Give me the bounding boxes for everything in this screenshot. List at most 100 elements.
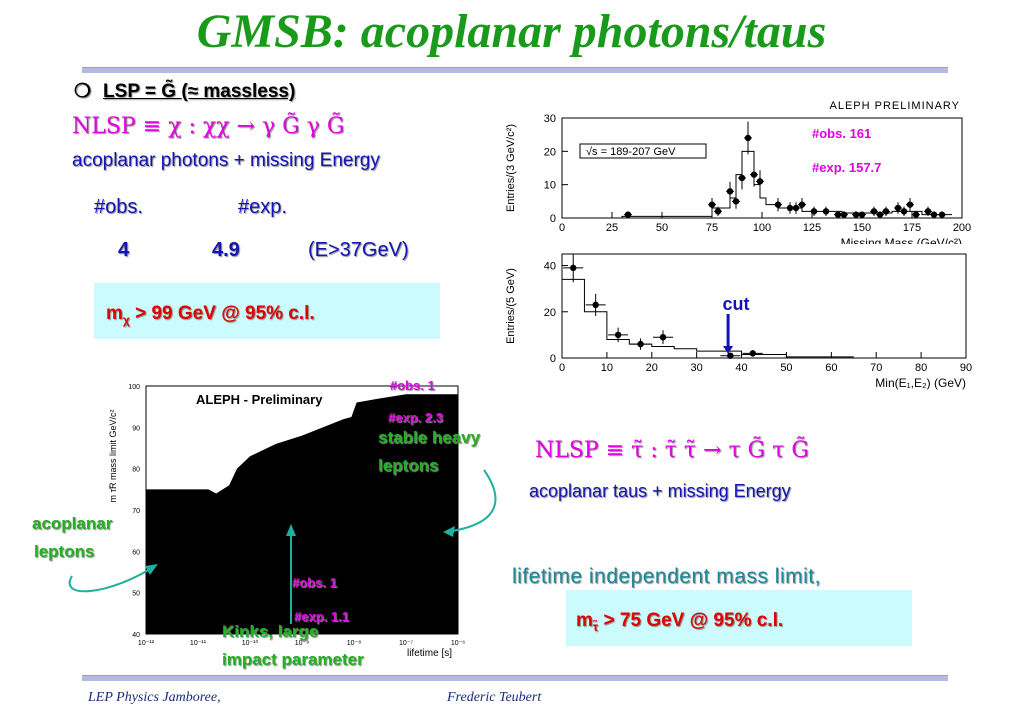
stable-leptons-label: leptons — [378, 456, 439, 475]
x-tick-label: 30 — [691, 362, 703, 374]
data-point — [659, 334, 667, 341]
x-tick-label: 0 — [559, 222, 565, 234]
lsp-text: LSP = G̃ (≈ massless) — [103, 81, 296, 102]
x-tick-label: 10⁻⁹ — [295, 640, 309, 647]
photon-exp-value: 4.9 — [212, 239, 240, 261]
tau-limit-rest: > 75 GeV @ 95% c.l. — [598, 610, 784, 631]
title-divider — [82, 67, 948, 73]
chi-limit-box: mχ > 99 GeV @ 95% c.l. — [94, 283, 440, 339]
data-point — [822, 208, 830, 215]
data-point — [637, 340, 644, 348]
data-point — [749, 350, 756, 357]
data-point — [810, 208, 818, 215]
photon-obs-header: #obs. — [94, 196, 143, 218]
x-tick-label: 0 — [559, 362, 565, 374]
data-point — [570, 264, 577, 272]
plot-title: ALEPH - Preliminary — [196, 392, 323, 407]
x-tick-label: 100 — [753, 222, 771, 234]
data-point — [912, 211, 920, 218]
tau-limit-text: mτ̃ > 75 GeV @ 95% c.l. — [576, 610, 783, 634]
data-point — [930, 211, 938, 218]
lifetime-text: lifetime independent mass limit, — [512, 565, 821, 588]
acoplanar-label: acoplanar — [32, 514, 113, 533]
exp-label: #exp. 157.7 — [812, 160, 881, 175]
chi-limit-text: mχ > 99 GeV @ 95% c.l. — [106, 303, 315, 327]
lsp-bullet: ❍ LSP = G̃ (≈ massless) — [74, 80, 295, 103]
data-point — [852, 211, 860, 218]
x-axis-label: Min(E₁,E₂) (GeV) — [875, 376, 966, 390]
cut-label: cut — [723, 294, 750, 314]
y-axis-label: Entries/(5 GeV) — [505, 268, 517, 344]
x-tick-label: 60 — [825, 362, 837, 374]
footer-right: Frederic Teubert — [447, 690, 542, 705]
y-tick-label: 30 — [544, 113, 556, 125]
x-tick-label: 40 — [735, 362, 747, 374]
x-tick-label: 10⁻¹² — [138, 640, 155, 647]
x-tick-label: 10⁻⁸ — [347, 640, 361, 647]
tau-limit-m: m — [576, 610, 593, 631]
data-point — [750, 171, 758, 178]
x-tick-label: 75 — [706, 222, 718, 234]
y-tick-label: 50 — [132, 591, 140, 598]
data-point — [906, 201, 914, 208]
kinks-label: Kinks, large — [222, 622, 319, 641]
chart-title: ALEPH PRELIMINARY — [829, 100, 960, 112]
y-tick-label: 90 — [132, 425, 140, 432]
data-point — [592, 301, 599, 309]
data-point — [726, 188, 734, 195]
x-tick-label: 70 — [870, 362, 882, 374]
y-tick-label: 100 — [128, 384, 140, 391]
data-point — [614, 331, 622, 339]
y-tick-label: 70 — [132, 508, 140, 515]
x-tick-label: 10 — [601, 362, 613, 374]
x-tick-label: 150 — [853, 222, 871, 234]
missing-mass-chart: 0 25 50 75 100 125 150 175 200 0 10 20 30 Missing Mas… — [505, 100, 971, 244]
x-axis-label: Missing Mass (GeV/c²) — [841, 236, 962, 244]
slide-title: GMSB: acoplanar photons/taus — [196, 5, 827, 58]
x-tick-label: 125 — [803, 222, 821, 234]
photon-obs-value: 4 — [118, 239, 130, 261]
data-point — [792, 204, 800, 212]
data-point — [882, 208, 890, 215]
kink-exp-label: #exp. 1.1 — [294, 609, 349, 624]
data-point — [786, 204, 794, 212]
footer-divider — [82, 675, 948, 681]
data-point — [870, 208, 878, 215]
photon-exp-header: #exp. — [238, 196, 287, 218]
y-tick-label: 20 — [544, 146, 556, 158]
x-tick-label: 25 — [606, 222, 618, 234]
stau-mass-limit-plot: ALEPH - Preliminary 10⁻¹² 10⁻¹¹ 10⁻¹⁰ 10⁻⁹ 10… — [108, 384, 465, 659]
data-point — [727, 352, 734, 359]
y-tick-label: 0 — [550, 353, 556, 365]
x-tick-label: 200 — [953, 222, 971, 234]
data-point — [900, 208, 908, 215]
energy-box — [579, 143, 707, 159]
impact-parameter-label: impact parameter — [222, 650, 364, 669]
data-point — [834, 211, 842, 218]
data-point — [798, 201, 806, 208]
data-point — [774, 201, 782, 208]
x-tick-label: 10⁻¹⁰ — [242, 639, 259, 647]
x-tick-label: 50 — [656, 222, 668, 234]
acoplanar-leptons-label: leptons — [34, 542, 95, 561]
energy-label: √s = 189-207 GeV — [586, 146, 676, 158]
y-axis-label: m τ̃R mass limit GeV/c² — [108, 409, 118, 502]
y-axis-label: Entries/(3 GeV/c²) — [505, 124, 517, 212]
y-tick-label: 80 — [132, 467, 140, 474]
plot-frame — [561, 253, 967, 359]
x-tick-label: 10⁻⁷ — [399, 640, 413, 647]
excluded-region — [146, 394, 458, 634]
chi-limit-m: m — [106, 303, 123, 324]
tau-limit-sub: τ̃ — [592, 619, 599, 634]
kink-obs-label: #obs. 1 — [292, 575, 337, 590]
y-tick-label: 0 — [550, 213, 556, 225]
obs-label: #obs. 161 — [812, 126, 871, 141]
plot-frame — [561, 117, 963, 219]
stable-obs-label: #obs. 1 — [390, 378, 435, 393]
footer-left: LEP Physics Jamboree, — [88, 690, 221, 705]
x-tick-label: 10⁻¹¹ — [190, 640, 207, 647]
y-tick-label: 40 — [132, 632, 140, 639]
nlsp-chi-decay: NLSP ≡ χ : χχ → γ G̃ γ G̃ — [72, 114, 345, 139]
data-point — [732, 198, 740, 205]
tau-limit-box: mτ̃ > 75 GeV @ 95% c.l. — [566, 590, 912, 646]
